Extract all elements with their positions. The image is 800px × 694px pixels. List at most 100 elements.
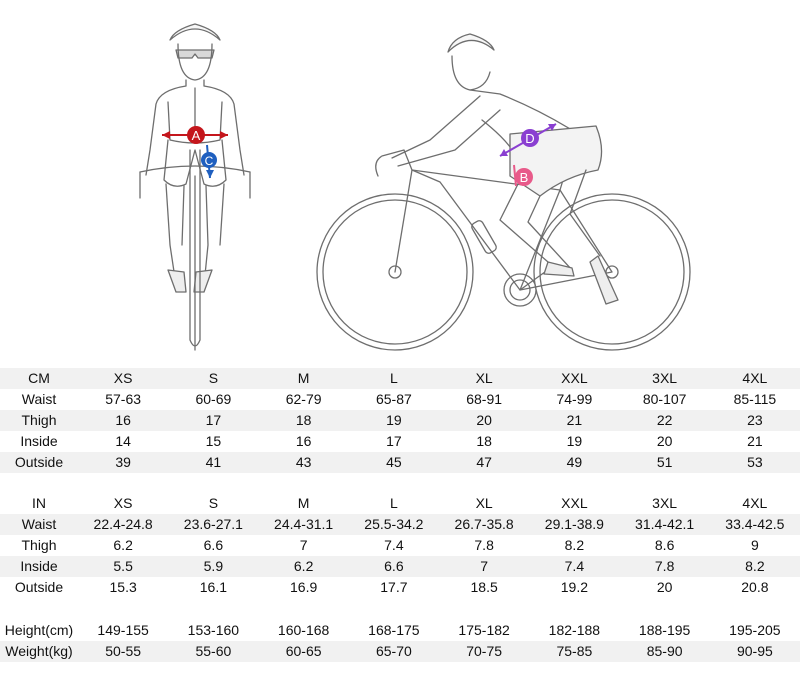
table-cell: 80-107	[619, 389, 710, 410]
table-cell: 7.8	[619, 556, 710, 577]
table-cell: 17	[168, 410, 259, 431]
table-cell: 18	[439, 431, 530, 452]
table-row: Thigh 6.2 6.6 7 7.4 7.8 8.2 8.6 9	[0, 535, 800, 556]
table-cell: 160-168	[258, 620, 349, 641]
table-row: Weight(kg) 50-55 55-60 60-65 65-70 70-75…	[0, 641, 800, 662]
table-row: Inside 5.5 5.9 6.2 6.6 7 7.4 7.8 8.2	[0, 556, 800, 577]
table-cell: 60-69	[168, 389, 259, 410]
table-cell: 85-90	[619, 641, 710, 662]
table-cell: 19	[529, 431, 620, 452]
row-label: Outside	[0, 577, 78, 598]
table-cell: 8.6	[619, 535, 710, 556]
size-header: L	[348, 493, 439, 514]
table-cell: 23	[709, 410, 800, 431]
size-header: 3XL	[619, 368, 710, 389]
table-cell: 19	[348, 410, 439, 431]
table-cell: 153-160	[168, 620, 259, 641]
marker-b: B	[513, 164, 533, 187]
table-cell: 5.5	[78, 556, 169, 577]
table-cell: 62-79	[258, 389, 349, 410]
size-header: XL	[439, 493, 530, 514]
table-cell: 74-99	[529, 389, 620, 410]
table-cell: 33.4-42.5	[709, 514, 800, 535]
table-cell: 19.2	[529, 577, 620, 598]
table-cell: 195-205	[709, 620, 800, 641]
size-header: L	[348, 368, 439, 389]
marker-c: C	[201, 144, 217, 179]
unit-label: CM	[0, 368, 78, 389]
table-cell: 18.5	[439, 577, 530, 598]
table-cell: 168-175	[348, 620, 439, 641]
table-cell: 182-188	[529, 620, 620, 641]
table-row: Waist 22.4-24.8 23.6-27.1 24.4-31.1 25.5…	[0, 514, 800, 535]
table-cell: 65-87	[348, 389, 439, 410]
table-cell: 20	[619, 577, 710, 598]
size-header: S	[168, 493, 259, 514]
table-row: IN XS S M L XL XXL 3XL 4XL	[0, 493, 800, 514]
table-cell: 65-70	[348, 641, 439, 662]
table-cell: 16.1	[168, 577, 259, 598]
row-label: Waist	[0, 514, 78, 535]
table-row: Waist 57-63 60-69 62-79 65-87 68-91 74-9…	[0, 389, 800, 410]
table-cell: 41	[168, 452, 259, 473]
table-cell: 21	[709, 431, 800, 452]
table-cell: 7.4	[348, 535, 439, 556]
table-cell: 51	[619, 452, 710, 473]
table-cell: 18	[258, 410, 349, 431]
table-cell: 16.9	[258, 577, 349, 598]
size-header: XXL	[529, 368, 620, 389]
table-cell: 5.9	[168, 556, 259, 577]
size-header: M	[258, 368, 349, 389]
table-row: Inside 14 15 16 17 18 19 20 21	[0, 431, 800, 452]
size-table-in: IN XS S M L XL XXL 3XL 4XL Waist 22.4-24…	[0, 493, 800, 598]
table-cell: 90-95	[709, 641, 800, 662]
size-header: 3XL	[619, 493, 710, 514]
table-cell: 57-63	[78, 389, 169, 410]
table-row: Thigh 16 17 18 19 20 21 22 23	[0, 410, 800, 431]
table-cell: 31.4-42.1	[619, 514, 710, 535]
table-cell: 8.2	[529, 535, 620, 556]
table-cell: 8.2	[709, 556, 800, 577]
table-cell: 7.8	[439, 535, 530, 556]
table-cell: 16	[258, 431, 349, 452]
table-cell: 14	[78, 431, 169, 452]
table-cell: 7	[439, 556, 530, 577]
table-cell: 25.5-34.2	[348, 514, 439, 535]
table-cell: 43	[258, 452, 349, 473]
marker-a-label: A	[192, 128, 201, 143]
row-label: Thigh	[0, 535, 78, 556]
table-cell: 24.4-31.1	[258, 514, 349, 535]
row-label: Outside	[0, 452, 78, 473]
table-cell: 17.7	[348, 577, 439, 598]
marker-a: A	[162, 126, 228, 144]
table-row: Outside 39 41 43 45 47 49 51 53	[0, 452, 800, 473]
marker-d: D	[499, 123, 557, 157]
table-cell: 6.6	[168, 535, 259, 556]
size-table-cm: CM XS S M L XL XXL 3XL 4XL Waist 57-63 6…	[0, 368, 800, 473]
table-cell: 55-60	[168, 641, 259, 662]
table-cell: 68-91	[439, 389, 530, 410]
table-cell: 20	[619, 431, 710, 452]
table-cell: 6.2	[258, 556, 349, 577]
row-label: Waist	[0, 389, 78, 410]
table-cell: 7	[258, 535, 349, 556]
table-cell: 45	[348, 452, 439, 473]
table-cell: 21	[529, 410, 620, 431]
table-row: Outside 15.3 16.1 16.9 17.7 18.5 19.2 20…	[0, 577, 800, 598]
table-cell: 188-195	[619, 620, 710, 641]
marker-d-label: D	[525, 131, 534, 146]
row-label: Height(cm)	[0, 620, 78, 641]
table-row: CM XS S M L XL XXL 3XL 4XL	[0, 368, 800, 389]
unit-label: IN	[0, 493, 78, 514]
size-header: 4XL	[709, 493, 800, 514]
table-cell: 49	[529, 452, 620, 473]
front-view-cyclist	[139, 23, 251, 351]
side-view-cyclist	[316, 33, 691, 351]
table-cell: 20	[439, 410, 530, 431]
size-header: XL	[439, 368, 530, 389]
table-cell: 7.4	[529, 556, 620, 577]
table-cell: 17	[348, 431, 439, 452]
table-cell: 39	[78, 452, 169, 473]
table-cell: 9	[709, 535, 800, 556]
table-cell: 149-155	[78, 620, 169, 641]
